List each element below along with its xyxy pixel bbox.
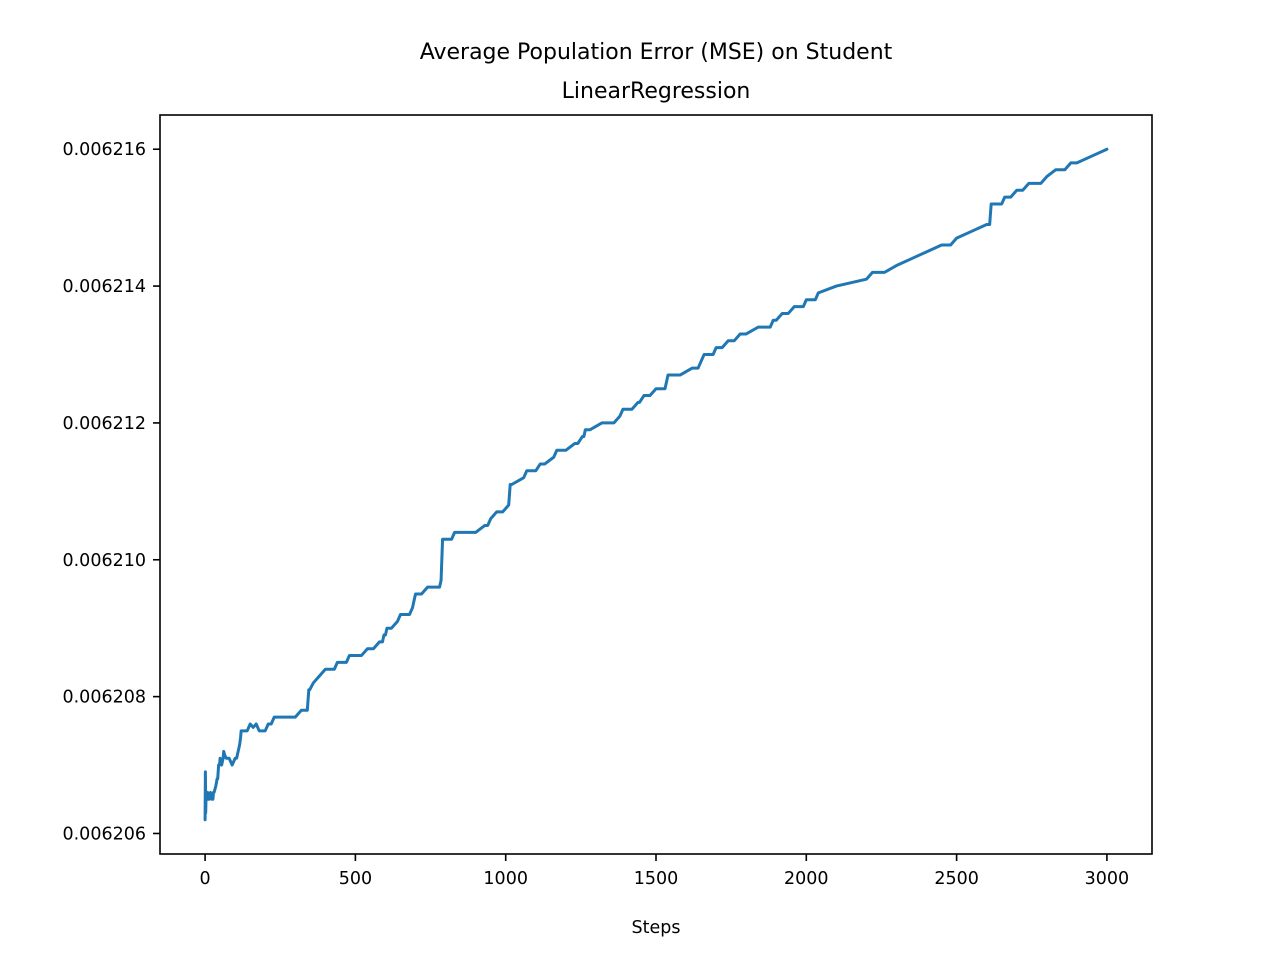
y-tick-label: 0.006208 xyxy=(62,688,146,708)
x-tick-label: 1500 xyxy=(634,869,679,889)
y-tick-label: 0.006216 xyxy=(62,140,146,160)
x-tick-label: 0 xyxy=(200,869,211,889)
x-tick-label: 1000 xyxy=(483,869,528,889)
x-tick-label: 3000 xyxy=(1085,869,1130,889)
x-tick-label: 500 xyxy=(339,869,372,889)
y-axis-ticks: 0.006206 0.006208 0.006210 0.006212 0.006214… xyxy=(62,140,160,844)
y-tick-label: 0.006214 xyxy=(62,277,146,297)
plot-area xyxy=(203,147,1109,822)
y-tick-label: 0.006210 xyxy=(62,551,146,571)
plot-frame xyxy=(159,114,1153,855)
chart-title-line-1: Average Population Error (MSE) on Studen… xyxy=(420,40,893,65)
x-axis-label: Steps xyxy=(632,918,681,938)
y-tick-label: 0.006206 xyxy=(62,824,146,844)
x-tick-label: 2000 xyxy=(784,869,829,889)
chart-title-line-2: LinearRegression xyxy=(562,79,751,104)
x-axis-ticks: 0 500 1000 1500 2000 2500 3000 xyxy=(200,854,1130,889)
series-line-0 xyxy=(203,147,1109,822)
x-tick-label: 2500 xyxy=(934,869,979,889)
y-tick-label: 0.006212 xyxy=(62,414,146,434)
